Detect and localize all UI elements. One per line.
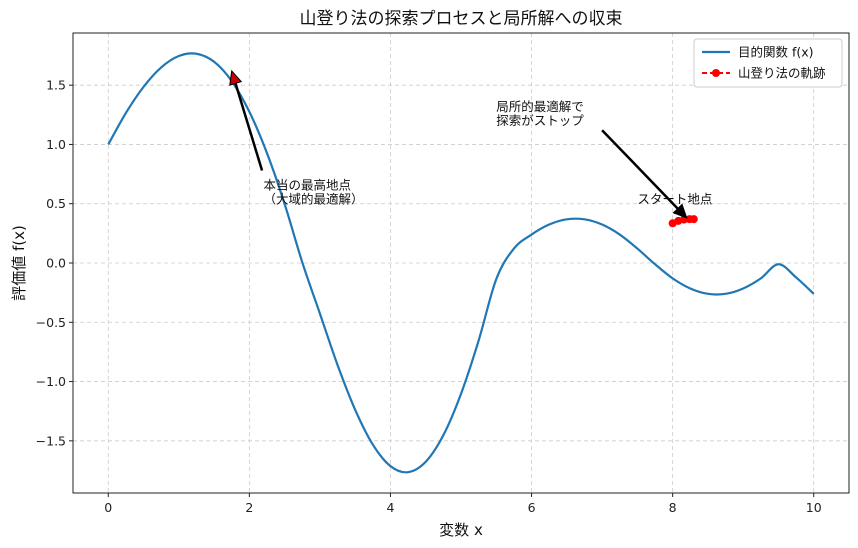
annotation-arrow-shaft (601, 129, 679, 210)
annotation-text: スタート地点 (637, 192, 712, 207)
legend-label-trajectory: 山登り法の軌跡 (738, 66, 826, 81)
y-tick-label: 0.0 (46, 256, 66, 271)
legend: 目的関数 f(x) 山登り法の軌跡 (693, 38, 843, 88)
annotation-arrow-head (229, 69, 243, 86)
series-line-objective-function (107, 52, 815, 474)
annotation-text: （大域的最適解） (263, 191, 363, 206)
legend-box (693, 38, 843, 88)
legend-marker-trajectory (712, 69, 720, 77)
x-tick-label: 0 (104, 500, 112, 515)
annotation-text: 探索がストップ (496, 113, 584, 128)
x-tick-label: 6 (528, 500, 536, 515)
x-tick-label: 8 (669, 500, 677, 515)
series-layer (107, 52, 815, 474)
y-tick-label: −0.5 (36, 315, 66, 330)
trajectory-point (689, 215, 698, 224)
y-tick-label: 1.0 (46, 137, 66, 152)
x-axis-label: 変数 x (439, 521, 483, 539)
annotation-text: 局所的最適解で (496, 99, 584, 114)
annotation-text: 本当の最高地点 (263, 177, 351, 192)
x-tick-label: 10 (806, 500, 822, 515)
annotation-arrow-shaft (234, 83, 264, 171)
annotation-arrow-head (672, 203, 688, 219)
y-tick-label: 0.5 (46, 196, 66, 211)
tick-layer: 0 2 4 6 8 10 −1.5 −1.0 −0.5 0.0 0.5 1.0 1.5 (36, 78, 822, 515)
legend-label-objective-function: 目的関数 f(x) (738, 45, 814, 60)
y-tick-label: −1.0 (36, 374, 66, 389)
x-tick-label: 2 (245, 500, 253, 515)
y-tick-label: −1.5 (36, 433, 66, 448)
x-tick-label: 4 (386, 500, 394, 515)
y-tick-label: 1.5 (46, 78, 66, 93)
chart-title: 山登り法の探索プロセスと局所解への収束 (300, 9, 623, 29)
y-axis-label: 評価値 f(x) (10, 225, 28, 301)
